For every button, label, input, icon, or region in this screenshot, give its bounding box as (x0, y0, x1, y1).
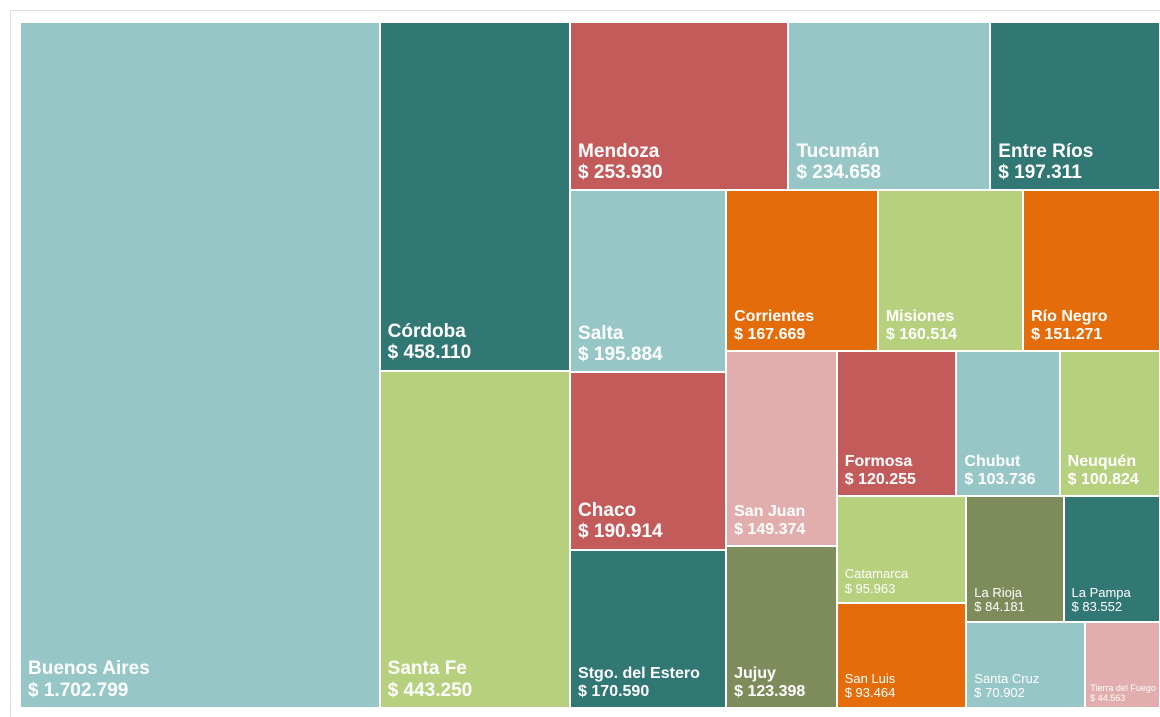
tile: Formosa $ 120.255 (836, 350, 957, 497)
tile-value: $ 123.398 (734, 683, 806, 701)
tile-value: $ 1.702.799 (28, 679, 129, 701)
tile-name: San Juan (734, 503, 806, 521)
tile: Santa Fe $ 443.250 (379, 370, 571, 708)
tile-value: $ 149.374 (734, 521, 806, 539)
frame (10, 10, 1160, 717)
tile-name: Tierra del Fuego (1090, 682, 1156, 693)
tile-name: Corrientes (734, 307, 815, 325)
tile: Misiones $ 160.514 (877, 190, 1024, 351)
tile-value: $ 170.590 (578, 683, 650, 701)
tile-name: Entre Ríos (998, 140, 1094, 162)
tile: Salta $ 195.884 (570, 190, 727, 373)
treemap: Buenos Aires $ 1.702.799 Córdoba $ 458.110 S… (20, 22, 1160, 708)
tile-value: $ 160.514 (885, 325, 958, 343)
tile: San Juan $ 149.374 (726, 350, 837, 547)
tile-name: Chubut (964, 453, 1021, 471)
tile-name: Catamarca (844, 566, 909, 582)
tile: Río Negro $ 151.271 (1023, 190, 1160, 351)
tile: Santa Cruz $ 70.902 (966, 621, 1086, 708)
tile: Stgo. del Estero $ 170.590 (570, 549, 727, 708)
tile-value: $ 458.110 (387, 342, 472, 364)
tile-name: Mendoza (578, 140, 660, 162)
tile: Buenos Aires $ 1.702.799 (20, 22, 380, 708)
tile: Tucumán $ 234.658 (788, 22, 991, 191)
tile-value: $ 93.464 (844, 685, 896, 701)
tile-name: Río Negro (1031, 307, 1108, 325)
tile-name: Santa Cruz (974, 670, 1040, 686)
tile-name: Jujuy (734, 665, 776, 683)
tile: Catamarca $ 95.963 (836, 496, 967, 604)
tile: Neuquén $ 100.824 (1059, 350, 1160, 497)
tile-value: $ 190.914 (578, 521, 663, 543)
tile-value: $ 151.271 (1031, 325, 1103, 343)
tile-name: Buenos Aires (28, 658, 150, 680)
tile-name: La Rioja (974, 584, 1022, 600)
tile-name: Misiones (885, 307, 955, 325)
tile: Chaco $ 190.914 (570, 372, 727, 550)
tile-name: Santa Fe (387, 658, 467, 680)
tile-value: $ 195.884 (578, 344, 663, 366)
tile-name: Córdoba (387, 321, 466, 343)
tile: Corrientes $ 167.669 (726, 190, 878, 351)
tile-value: $ 103.736 (964, 471, 1036, 489)
tile-value: $ 234.658 (796, 162, 881, 184)
tile: La Pampa $ 83.552 (1063, 496, 1160, 622)
tile: Tierra del Fuego $ 44.563 (1085, 621, 1160, 708)
tile: San Luis $ 93.464 (836, 603, 967, 708)
tile-name: La Pampa (1071, 584, 1131, 600)
tile: Entre Ríos $ 197.311 (990, 22, 1160, 191)
tile-value: $ 167.669 (734, 325, 806, 343)
tile: Córdoba $ 458.110 (379, 22, 571, 371)
tile: La Rioja $ 84.181 (966, 496, 1064, 622)
tile: Mendoza $ 253.930 (570, 22, 789, 191)
tile: Jujuy $ 123.398 (726, 546, 837, 708)
tile-value: $ 44.563 (1090, 692, 1126, 703)
tile-value: $ 100.824 (1067, 471, 1139, 489)
tile-value: $ 443.250 (387, 679, 473, 701)
tile: Chubut $ 103.736 (956, 350, 1060, 497)
tile-value: $ 70.902 (974, 685, 1025, 701)
tile-name: Neuquén (1067, 453, 1137, 471)
tile-name: Stgo. del Estero (578, 665, 700, 683)
tile-name: Tucumán (796, 140, 880, 162)
tile-value: $ 83.552 (1071, 599, 1123, 615)
tile-value: $ 84.181 (974, 599, 1025, 615)
tile-value: $ 120.255 (844, 471, 916, 489)
tile-name: Salta (578, 322, 624, 344)
tile-value: $ 95.963 (844, 580, 896, 596)
tile-value: $ 197.311 (998, 162, 1082, 184)
tile-name: Chaco (578, 500, 637, 522)
tile-name: Formosa (844, 453, 913, 471)
tile-value: $ 253.930 (578, 162, 663, 184)
tile-name: San Luis (844, 670, 896, 686)
